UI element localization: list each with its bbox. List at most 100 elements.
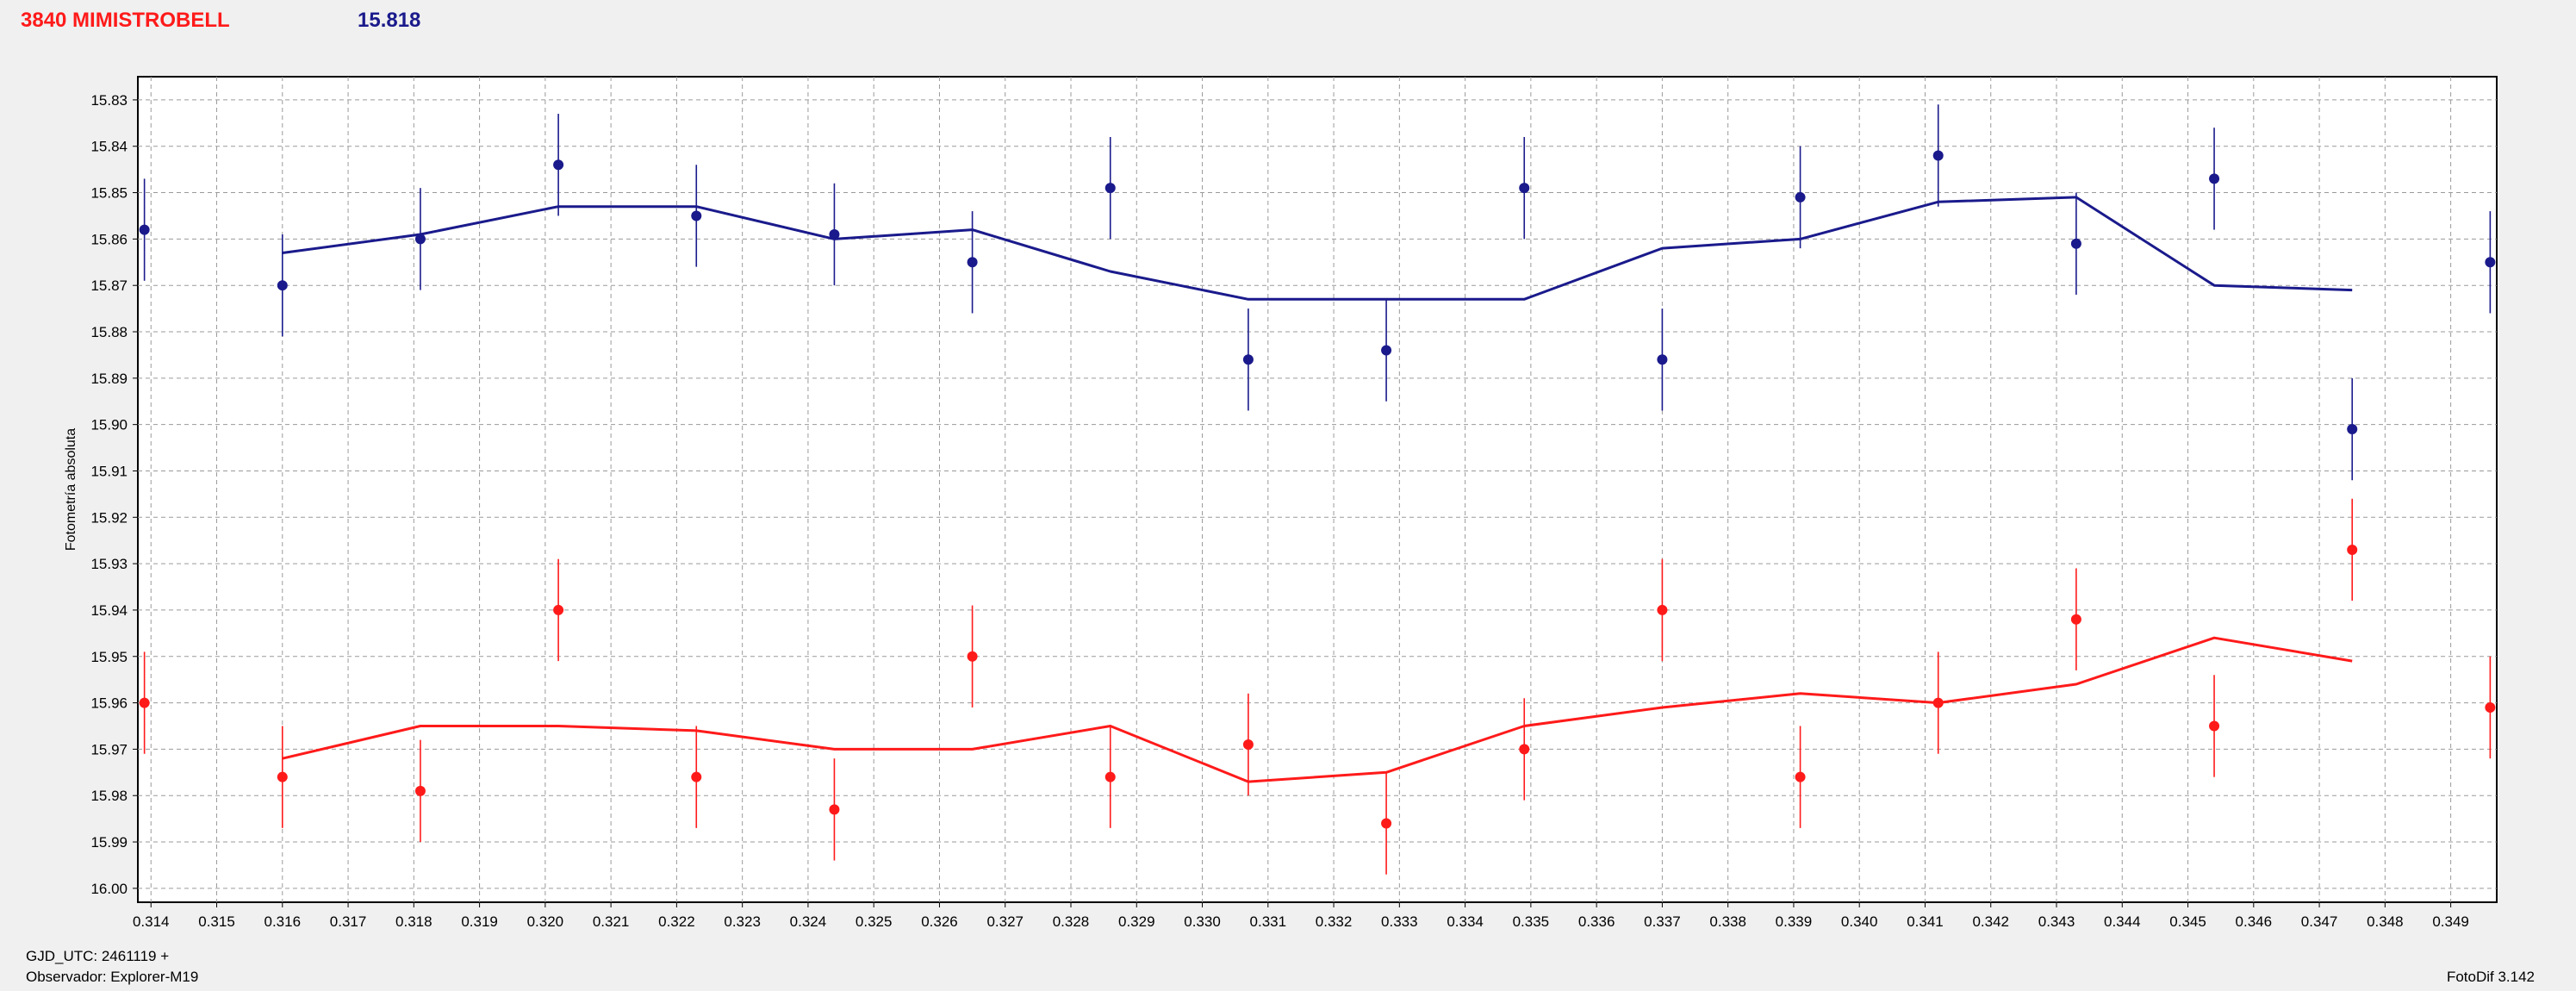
x-tick-label: 0.328 — [1053, 913, 1090, 930]
y-tick-label: 15.95 — [90, 649, 128, 665]
y-tick-label: 15.89 — [90, 371, 128, 387]
x-tick-label: 0.339 — [1776, 913, 1813, 930]
x-tick-label: 0.337 — [1644, 913, 1681, 930]
x-tick-label: 0.323 — [724, 913, 761, 930]
x-tick-label: 0.344 — [2104, 913, 2141, 930]
y-tick-label: 15.93 — [90, 556, 128, 572]
x-tick-label: 0.343 — [2038, 913, 2075, 930]
x-tick-label: 0.321 — [593, 913, 630, 930]
series-2 — [139, 498, 2496, 875]
software-version-label: FotoDif 3.142 — [2446, 969, 2535, 985]
data-point — [1242, 354, 1254, 365]
y-tick-label: 15.97 — [90, 741, 128, 757]
data-point — [967, 257, 978, 268]
x-tick-label: 0.331 — [1250, 913, 1287, 930]
x-tick-label: 0.340 — [1841, 913, 1878, 930]
data-point — [139, 224, 150, 235]
data-point — [691, 771, 702, 782]
observer-label: Observador: Explorer-M19 — [26, 969, 199, 985]
x-tick-label: 0.349 — [2432, 913, 2469, 930]
gjd-utc-label: GJD_UTC: 2461119 + — [26, 948, 170, 964]
x-tick-label: 0.335 — [1513, 913, 1550, 930]
x-tick-label: 0.319 — [461, 913, 498, 930]
data-point — [553, 159, 564, 171]
series-1 — [139, 104, 2496, 481]
x-tick-label: 0.342 — [1972, 913, 2009, 930]
data-point — [1519, 183, 1530, 194]
x-tick-label: 0.320 — [527, 913, 564, 930]
data-point — [1519, 744, 1530, 755]
y-tick-label: 15.84 — [90, 139, 128, 155]
data-point — [1104, 183, 1116, 194]
y-tick-label: 15.98 — [90, 788, 128, 804]
star-name-title: 3840 MIMISTROBELL — [21, 9, 230, 32]
x-tick-label: 0.345 — [2169, 913, 2206, 930]
x-tick-label: 0.332 — [1316, 913, 1353, 930]
y-tick-label: 15.86 — [90, 231, 128, 247]
y-tick-label: 15.96 — [90, 695, 128, 712]
y-tick-label: 15.91 — [90, 463, 128, 479]
data-point — [2485, 257, 2496, 268]
data-point — [414, 785, 426, 796]
x-tick-label: 0.341 — [1907, 913, 1944, 930]
data-point — [2209, 720, 2220, 732]
data-point — [1795, 191, 1806, 203]
data-point — [1657, 354, 1668, 365]
x-tick-label: 0.329 — [1118, 913, 1155, 930]
data-point — [829, 228, 840, 240]
data-point — [277, 771, 288, 782]
y-tick-label: 15.87 — [90, 277, 128, 294]
x-tick-label: 0.347 — [2301, 913, 2338, 930]
data-point — [2070, 238, 2081, 249]
data-point — [2347, 424, 2358, 435]
x-tick-label: 0.348 — [2367, 913, 2404, 930]
y-tick-label: 15.90 — [90, 417, 128, 433]
y-tick-label: 15.88 — [90, 324, 128, 340]
magnitude-value: 15.818 — [358, 9, 421, 32]
data-point — [2347, 544, 2358, 555]
x-tick-label: 0.330 — [1184, 913, 1221, 930]
x-tick-label: 0.334 — [1447, 913, 1484, 930]
y-tick-label: 15.85 — [90, 185, 128, 202]
x-tick-label: 0.336 — [1578, 913, 1615, 930]
data-point — [553, 604, 564, 615]
y-axis-label: Fotometría absoluta — [64, 428, 78, 551]
y-tick-label: 15.83 — [90, 92, 128, 109]
data-point — [1381, 345, 1392, 356]
data-point — [2070, 614, 2081, 625]
y-tick-label: 15.99 — [90, 834, 128, 851]
x-tick-label: 0.327 — [986, 913, 1024, 930]
fit-line — [282, 636, 2353, 783]
data-point — [1932, 697, 1944, 708]
data-point — [139, 697, 150, 708]
x-tick-label: 0.333 — [1381, 913, 1418, 930]
plot-area — [137, 76, 2498, 903]
grid-lines — [138, 77, 2497, 902]
data-point — [1932, 150, 1944, 161]
data-point — [829, 804, 840, 815]
x-tick-label: 0.326 — [921, 913, 958, 930]
x-tick-label: 0.322 — [658, 913, 695, 930]
data-point — [691, 210, 702, 221]
y-tick-label: 15.94 — [90, 602, 128, 619]
x-axis-ticks: 0.314 0.315 0.316 0.317 0.318 0.319 0.320 0.321… — [133, 902, 2469, 930]
y-axis-ticks: 15.83 15.84 15.85 15.86 15.87 15.88 15.89 15.90… — [90, 92, 138, 897]
data-point — [1381, 818, 1392, 829]
x-tick-label: 0.318 — [395, 913, 432, 930]
x-tick-label: 0.325 — [856, 913, 893, 930]
data-point — [967, 651, 978, 662]
fit-line — [282, 196, 2353, 301]
x-tick-label: 0.314 — [133, 913, 170, 930]
data-point — [1657, 604, 1668, 615]
data-point — [2485, 701, 2496, 713]
data-point — [414, 234, 426, 245]
data-point — [1104, 771, 1116, 782]
data-point — [1795, 771, 1806, 782]
data-point — [1242, 739, 1254, 751]
y-tick-label: 16.00 — [90, 881, 128, 897]
x-tick-label: 0.316 — [264, 913, 302, 930]
x-tick-label: 0.315 — [198, 913, 235, 930]
x-tick-label: 0.338 — [1709, 913, 1746, 930]
y-tick-label: 15.92 — [90, 509, 128, 526]
